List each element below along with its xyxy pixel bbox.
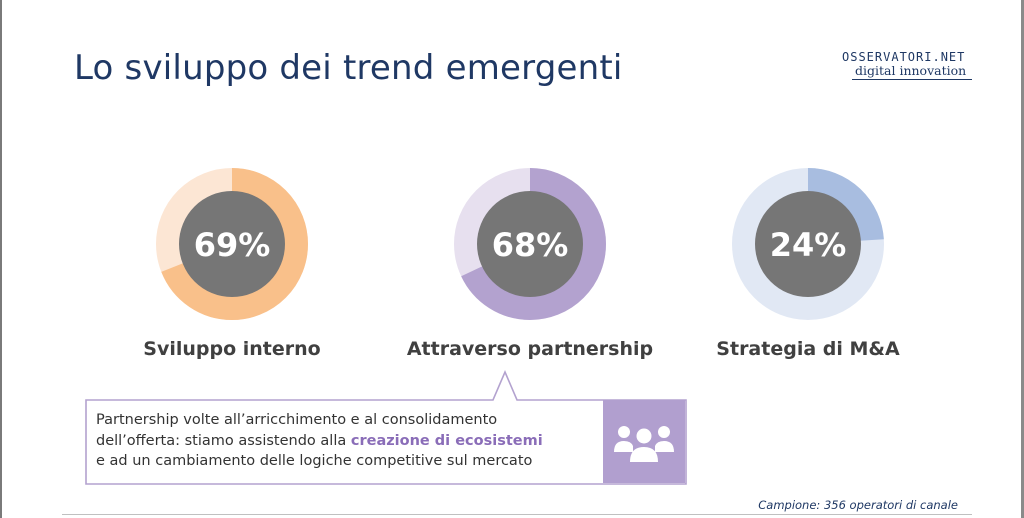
donut-2: 68% — [454, 168, 606, 320]
donut-value-arc-1 — [156, 168, 308, 320]
people-group-icon — [603, 400, 685, 483]
people-group-icon-graphic — [614, 425, 674, 462]
callout-line-3: e ad un cambiamento delle logiche compet… — [96, 453, 533, 469]
footer-divider — [62, 514, 972, 515]
donut-value-arc-2 — [454, 168, 606, 320]
callout-line-1: Partnership volte all’arricchimento e al… — [96, 412, 498, 428]
donut-category-label-2: Attraverso partnership — [406, 338, 654, 360]
donut-1: 69% — [156, 168, 308, 320]
callout-line-2: dell’offerta: stiamo assistendo alla cre… — [96, 431, 601, 452]
logo-underline — [852, 79, 972, 80]
osservatori-logo: OSSERVATORI.NET digital innovation — [842, 50, 972, 80]
slide-border-left — [0, 0, 2, 518]
footer-note: Campione: 356 operatori di canale — [758, 498, 958, 512]
slide-border-right — [1021, 0, 1024, 518]
donut-value-label-3: 24% — [770, 226, 847, 264]
donut-center-1 — [179, 191, 285, 297]
logo-bottom-text: digital innovation — [855, 63, 967, 78]
callout-outline — [85, 369, 687, 485]
donut-3: 24% — [732, 168, 884, 320]
donut-value-label-1: 69% — [194, 226, 271, 264]
callout-text: Partnership volte all’arricchimento e al… — [96, 410, 601, 472]
donut-category-label-3: Strategia di M&A — [716, 338, 900, 360]
donut-center-3 — [755, 191, 861, 297]
callout-highlight: creazione di ecosistemi — [350, 432, 543, 449]
donut-value-arc-3 — [732, 168, 884, 320]
donut-category-label-1: Sviluppo interno — [143, 338, 321, 360]
logo-top-text: OSSERVATORI.NET — [842, 50, 966, 64]
donut-center-2 — [477, 191, 583, 297]
page-title: Lo sviluppo dei trend emergenti — [74, 48, 623, 88]
callout-line-2-prefix: dell’offerta: stiamo assistendo alla — [96, 432, 351, 449]
donut-value-label-2: 68% — [492, 226, 569, 264]
